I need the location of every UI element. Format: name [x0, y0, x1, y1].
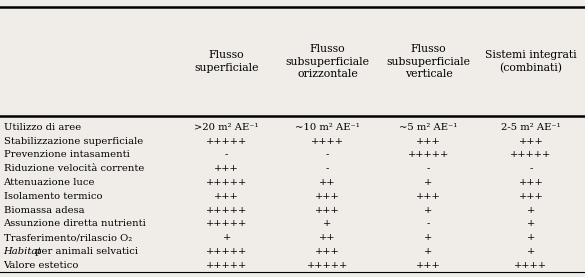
Text: +++: +++ [214, 192, 239, 201]
Text: -: - [427, 164, 430, 173]
Text: +++: +++ [214, 164, 239, 173]
Text: +++: +++ [416, 137, 441, 146]
Text: +++++: +++++ [206, 261, 247, 270]
Text: per animali selvatici: per animali selvatici [32, 247, 137, 256]
Text: Trasferimento/rilascio O₂: Trasferimento/rilascio O₂ [4, 233, 132, 242]
Text: +: + [222, 233, 231, 242]
Text: Flusso
superficiale: Flusso superficiale [194, 50, 259, 73]
Text: +++: +++ [315, 206, 340, 214]
Text: -: - [529, 164, 532, 173]
Text: +++: +++ [315, 247, 340, 256]
Text: +++: +++ [518, 137, 543, 146]
Text: -: - [326, 150, 329, 160]
Text: +++++: +++++ [206, 247, 247, 256]
Text: Riduzione velocità corrente: Riduzione velocità corrente [4, 164, 144, 173]
Text: +: + [526, 219, 535, 228]
Text: Attenuazione luce: Attenuazione luce [4, 178, 95, 187]
Text: 2-5 m² AE⁻¹: 2-5 m² AE⁻¹ [501, 123, 560, 132]
Text: ++: ++ [319, 233, 336, 242]
Text: +++: +++ [416, 261, 441, 270]
Text: +: + [424, 233, 433, 242]
Text: ++: ++ [319, 178, 336, 187]
Text: Flusso
subsuperficiale
orizzontale: Flusso subsuperficiale orizzontale [285, 44, 370, 79]
Text: +++++: +++++ [206, 206, 247, 214]
Text: ++++: ++++ [514, 261, 548, 270]
Text: Assunzione diretta nutrienti: Assunzione diretta nutrienti [4, 219, 146, 228]
Text: Prevenzione intasamenti: Prevenzione intasamenti [4, 150, 129, 160]
Text: +++++: +++++ [206, 178, 247, 187]
Text: +++: +++ [518, 178, 543, 187]
Text: +++: +++ [315, 192, 340, 201]
Text: Stabilizzazione superficiale: Stabilizzazione superficiale [4, 137, 143, 146]
Text: +: + [526, 206, 535, 214]
Text: -: - [427, 219, 430, 228]
Text: +++++: +++++ [206, 219, 247, 228]
Text: -: - [326, 164, 329, 173]
Text: Habitat: Habitat [4, 247, 42, 256]
Text: >20 m² AE⁻¹: >20 m² AE⁻¹ [194, 123, 259, 132]
Text: ++++: ++++ [311, 137, 344, 146]
Text: Flusso
subsuperficiale
verticale: Flusso subsuperficiale verticale [387, 44, 470, 79]
Text: +: + [324, 219, 332, 228]
Text: +: + [424, 206, 433, 214]
Text: +++++: +++++ [408, 150, 449, 160]
Text: Utilizzo di aree: Utilizzo di aree [4, 123, 81, 132]
Text: Isolamento termico: Isolamento termico [4, 192, 102, 201]
Text: +: + [424, 178, 433, 187]
Text: ~10 m² AE⁻¹: ~10 m² AE⁻¹ [295, 123, 360, 132]
Text: Biomassa adesa: Biomassa adesa [4, 206, 84, 214]
Text: +++++: +++++ [510, 150, 552, 160]
Text: +++++: +++++ [307, 261, 348, 270]
Text: +: + [526, 247, 535, 256]
Text: +++: +++ [518, 192, 543, 201]
Text: -: - [225, 150, 228, 160]
Text: ~5 m² AE⁻¹: ~5 m² AE⁻¹ [400, 123, 457, 132]
Text: Valore estetico: Valore estetico [4, 261, 79, 270]
Text: Sistemi integrati
(combinati): Sistemi integrati (combinati) [485, 50, 577, 73]
Text: +++: +++ [416, 192, 441, 201]
Text: +: + [424, 247, 433, 256]
Text: +++++: +++++ [206, 137, 247, 146]
Text: +: + [526, 233, 535, 242]
